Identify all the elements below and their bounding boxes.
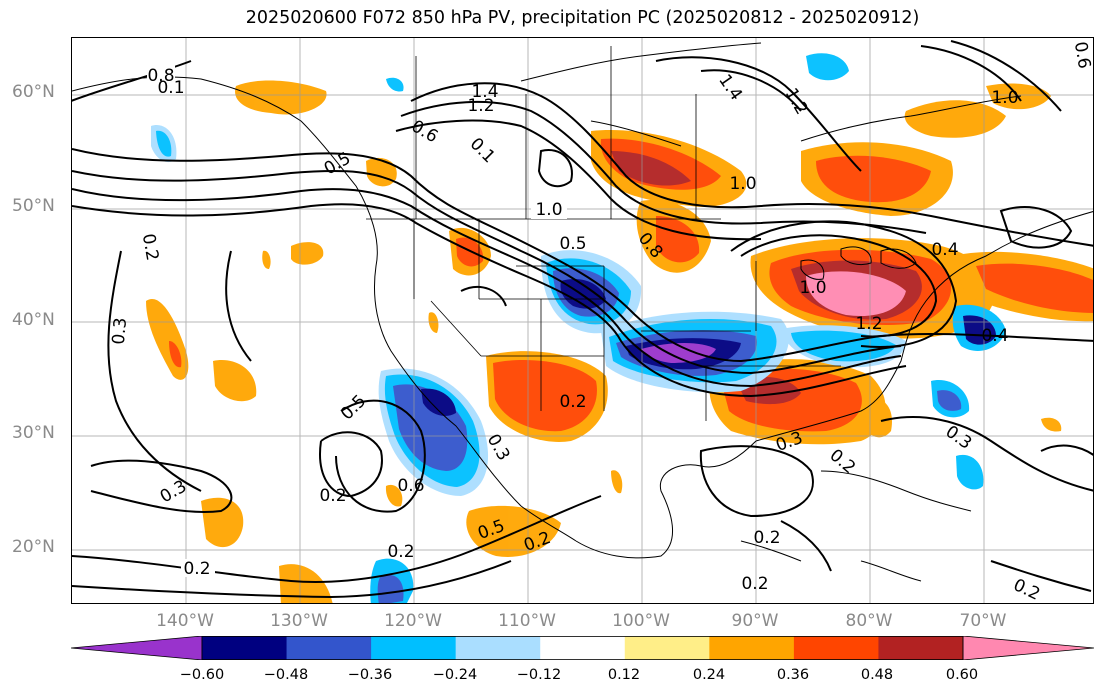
pv-contours [72,40,1093,599]
contour-label: 1.4 [714,71,746,105]
contour-label: 0.2 [319,486,346,506]
lon-label-80w: 80°W [845,611,893,631]
colorbar-tick: 0.48 [860,667,894,683]
contour-label: 0.2 [559,392,586,412]
colorbar-tick: −0.48 [263,667,309,683]
lat-label-40n: 40°N [12,310,55,330]
contour-label: 0.8 [147,66,174,86]
colorbar-cell [540,636,626,660]
lon-label-110w: 110°W [498,611,556,631]
contour-label: 0.6 [397,476,424,496]
contour-label: 1.2 [467,96,494,116]
contour-label: 0.2 [387,542,414,562]
colorbar-tick: 0.60 [945,667,979,683]
colorbar-cell [709,636,795,660]
lat-label-60n: 60°N [12,82,55,102]
contour-label: 1.0 [799,278,826,298]
colorbar-outline [201,636,964,660]
colorbar-tick: −0.60 [179,667,225,683]
lon-label-140w: 140°W [156,611,214,631]
colorbar-tick: 0.12 [607,667,641,683]
colorbar-cell [793,636,879,660]
colorbar-cell [202,636,288,660]
contour-label: 1.4 [471,82,498,102]
contour-label: 0.6 [1070,40,1094,70]
contour-label: 0.3 [157,476,190,507]
colorbar-tick: −0.24 [432,667,478,683]
colorbar-cells [71,636,1094,660]
contour-label: 1.0 [991,88,1018,108]
contour-label: 0.3 [942,422,976,454]
contour-label: 0.1 [157,78,184,98]
colorbar-extend-low [71,636,203,660]
contour-label: 0.1 [466,134,499,167]
contour-label: 0.2 [741,574,768,594]
lat-label-30n: 30°N [12,423,55,443]
contour-label: 1.0 [535,200,562,220]
contour-label: 0.2 [753,528,780,548]
colorbar-cell [455,636,541,660]
contour-label: 0.4 [931,240,958,260]
contour-label: 0.6 [408,116,441,147]
contour-label: 0.2 [183,559,210,579]
contour-label: 1.0 [729,174,756,194]
borders [366,46,841,421]
plot-title: 2025020600 F072 850 hPa PV, precipitatio… [245,8,920,28]
colorbar-tick: −0.36 [347,667,393,683]
coastlines [72,42,1093,582]
map-svg: 0.8 0.1 1.4 1.2 1.4 1.2 0.6 0.6 0.5 0.1 … [72,38,1094,604]
colorbar-cell [878,636,964,660]
lon-label-130w: 130°W [270,611,328,631]
lon-label-120w: 120°W [384,611,442,631]
map-panel: 0.8 0.1 1.4 1.2 1.4 1.2 0.6 0.6 0.5 0.1 … [71,37,1094,604]
contour-label: 0.3 [109,317,131,346]
contour-label: 0.5 [337,391,370,424]
colorbar-tick: 0.24 [692,667,726,683]
lon-label-90w: 90°W [731,611,779,631]
contour-label: 0.2 [826,445,860,478]
lat-label-20n: 20°N [12,537,55,557]
colorbar-cell [624,636,710,660]
colorbar [71,636,1094,660]
colorbar-tick: 0.36 [776,667,810,683]
contour-label: 0.2 [1010,575,1043,604]
lon-label-70w: 70°W [959,611,1007,631]
colorbar-cell [286,636,372,660]
colorbar-tick: −0.12 [516,667,562,683]
colorbar-extend-high [962,636,1094,660]
contour-label: 1.2 [781,85,812,118]
contour-label: 1.2 [855,314,882,334]
contour-label: 0.4 [981,326,1008,346]
lon-label-100w: 100°W [612,611,670,631]
colorbar-cell [371,636,457,660]
contour-label: 0.5 [559,234,586,254]
contour-label: 0.2 [138,232,162,262]
lat-label-50n: 50°N [12,196,55,216]
